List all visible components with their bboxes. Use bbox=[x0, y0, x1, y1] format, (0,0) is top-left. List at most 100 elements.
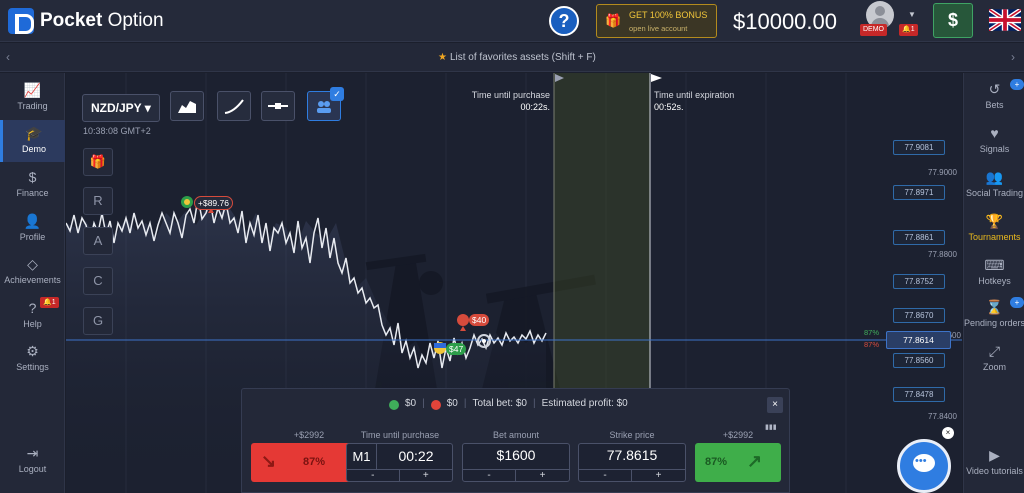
sidebar-item-label: Video tutorials bbox=[966, 466, 1023, 476]
trade-profit-label[interactable]: +$89.76 bbox=[194, 196, 233, 210]
social-trading-toggle[interactable]: ✓ bbox=[307, 87, 344, 121]
panel-options-icon[interactable]: ▮▮▮ bbox=[765, 424, 777, 431]
sidebar-item-bets[interactable]: ↺ Bets + bbox=[964, 77, 1024, 119]
asset-selector[interactable]: NZD/JPY ▾ bbox=[82, 94, 160, 122]
strike-price-field[interactable]: 77.8615 - + bbox=[578, 443, 686, 482]
trade-panel: $0 | $0 | Total bet: $0 | Estimated prof… bbox=[241, 388, 790, 493]
sidebar-item-video-tutorials[interactable]: ▶ Video tutorials bbox=[964, 443, 1024, 485]
line-chart-type-button[interactable] bbox=[217, 91, 251, 121]
users-icon bbox=[317, 101, 331, 113]
pulse-heart-icon: ♥ bbox=[990, 125, 999, 141]
time-increase-button[interactable]: + bbox=[399, 469, 452, 482]
estimated-profit: Estimated profit: $0 bbox=[541, 398, 628, 409]
price-axis-label: 77.8800 bbox=[928, 250, 957, 259]
time-field[interactable]: M1 00:22 - + bbox=[346, 443, 453, 482]
side-tool-c[interactable]: C bbox=[83, 267, 113, 295]
price-level[interactable]: 77.9081 bbox=[893, 140, 945, 155]
sidebar-item-label: Demo bbox=[21, 144, 46, 154]
scroll-left-icon[interactable]: ‹ bbox=[6, 50, 10, 64]
area-chart-icon bbox=[178, 101, 196, 113]
bet-decrease-button[interactable]: - bbox=[463, 469, 516, 482]
question-icon: ? bbox=[28, 300, 37, 316]
time-decrease-button[interactable]: - bbox=[347, 469, 400, 482]
sidebar-item-tournaments[interactable]: 🏆 Tournaments bbox=[964, 209, 1024, 251]
bet-amount-value[interactable]: $1600 bbox=[496, 447, 536, 463]
star-icon: ★ bbox=[438, 52, 447, 63]
hourglass-icon: ⌛ bbox=[985, 299, 1004, 315]
sidebar-item-finance[interactable]: $ Finance bbox=[0, 164, 65, 206]
price-level[interactable]: 77.8560 bbox=[893, 353, 945, 368]
sidebar-item-label: Achievements bbox=[4, 275, 61, 285]
uk-flag-icon[interactable] bbox=[989, 9, 1021, 31]
down-bet-amount: $0 bbox=[446, 398, 458, 409]
trading-chart[interactable]: NZD/JPY ▾ ✓ 10:38:08 GMT+2 🎁 R A C G Tim… bbox=[66, 73, 962, 493]
strike-increase-button[interactable]: + bbox=[632, 469, 685, 482]
logo[interactable]: Pocket Option bbox=[8, 8, 164, 34]
sidebar-item-trading[interactable]: 📈 Trading bbox=[0, 77, 65, 119]
time-value[interactable]: 00:22 bbox=[398, 448, 434, 464]
sidebar-item-profile[interactable]: 👤 Profile bbox=[0, 208, 65, 250]
side-tool-g[interactable]: G bbox=[83, 307, 113, 335]
close-icon[interactable]: × bbox=[767, 397, 783, 413]
account-balance[interactable]: $10000.00 bbox=[733, 9, 837, 34]
buy-up-button[interactable]: 87% ↗ bbox=[695, 443, 781, 482]
price-level[interactable]: 77.8971 bbox=[893, 185, 945, 200]
sidebar-item-pending-orders[interactable]: ⌛ Pending orders + bbox=[964, 295, 1024, 337]
indicator-icon bbox=[268, 103, 288, 109]
price-level[interactable]: 77.8670 bbox=[893, 308, 945, 323]
notification-badge[interactable]: 🔔1 bbox=[899, 24, 918, 36]
help-notification-badge: 🔔1 bbox=[40, 297, 59, 308]
strike-price-label: Strike price bbox=[609, 430, 655, 440]
sidebar-item-hotkeys[interactable]: ⌨ Hotkeys bbox=[964, 253, 1024, 295]
payout-down-label: +$2992 bbox=[293, 430, 325, 440]
up-percent: 87% bbox=[705, 456, 728, 468]
chevron-down-icon[interactable]: ▼ bbox=[908, 10, 916, 19]
sidebar-item-label: Profile bbox=[19, 232, 46, 242]
logo-text: Pocket Option bbox=[40, 10, 164, 31]
support-chat-button[interactable] bbox=[897, 439, 951, 493]
sidebar-item-zoom[interactable]: ⤢ Zoom bbox=[964, 339, 1024, 381]
arrow-down-icon: ↘ bbox=[261, 451, 277, 471]
sidebar-item-signals[interactable]: ♥ Signals bbox=[964, 121, 1024, 163]
scroll-right-icon[interactable]: › bbox=[1011, 50, 1015, 64]
current-price: 77.8614 bbox=[886, 331, 951, 349]
close-chat-icon[interactable]: × bbox=[942, 427, 954, 439]
side-tool-r[interactable]: R bbox=[83, 187, 113, 215]
bets-badge: + bbox=[1010, 79, 1024, 90]
sidebar-item-label: Settings bbox=[16, 362, 49, 372]
down-percent: 87% bbox=[303, 456, 326, 468]
strike-decrease-button[interactable]: - bbox=[579, 469, 632, 482]
help-button[interactable]: ? bbox=[549, 6, 579, 36]
sidebar-item-settings[interactable]: ⚙ Settings bbox=[0, 338, 65, 380]
sidebar-item-label: Logout bbox=[18, 464, 47, 474]
top-bar: Pocket Option ? 🎁 GET 100% BONUS open li… bbox=[0, 0, 1024, 42]
sidebar-item-logout[interactable]: ⇥ Logout bbox=[0, 440, 65, 482]
indicators-button[interactable] bbox=[261, 91, 295, 121]
sidebar-item-help[interactable]: ? Help 🔔1 bbox=[0, 295, 65, 337]
payout-down-percent: 87% bbox=[864, 340, 880, 349]
bet-amount-field[interactable]: $1600 - + bbox=[462, 443, 570, 482]
server-time: 10:38:08 GMT+2 bbox=[83, 126, 151, 136]
sidebar-item-label: Hotkeys bbox=[978, 276, 1011, 286]
bonus-button[interactable]: 🎁 GET 100% BONUS open live account bbox=[596, 4, 717, 38]
deposit-button[interactable]: $ bbox=[933, 3, 973, 38]
side-tool-a[interactable]: A bbox=[83, 227, 113, 255]
sidebar-item-demo[interactable]: 🎓 Demo bbox=[0, 120, 65, 162]
purchase-timer-value: 00:22s. bbox=[520, 102, 550, 112]
bet-increase-button[interactable]: + bbox=[516, 469, 569, 482]
users-icon: 👥 bbox=[985, 169, 1004, 185]
trade-bet-label[interactable]: $47 bbox=[446, 343, 467, 355]
sidebar-item-social-trading[interactable]: 👥 Social Trading bbox=[964, 165, 1024, 207]
strike-price-value[interactable]: 77.8615 bbox=[606, 447, 658, 463]
separator: | bbox=[422, 398, 425, 409]
price-level[interactable]: 77.8478 bbox=[893, 387, 945, 402]
sidebar-item-label: Trading bbox=[17, 101, 48, 111]
sidebar-item-achievements[interactable]: ◇ Achievements bbox=[0, 251, 65, 293]
price-level[interactable]: 77.8752 bbox=[893, 274, 945, 289]
time-mode[interactable]: M1 bbox=[347, 444, 377, 469]
price-level[interactable]: 77.8861 bbox=[893, 230, 945, 245]
gift-tool-button[interactable]: 🎁 bbox=[83, 148, 113, 176]
trade-bet-label[interactable]: $40 bbox=[469, 314, 490, 326]
area-chart-type-button[interactable] bbox=[170, 91, 204, 121]
favorites-label[interactable]: ★ List of favorites assets (Shift + F) bbox=[438, 52, 596, 63]
